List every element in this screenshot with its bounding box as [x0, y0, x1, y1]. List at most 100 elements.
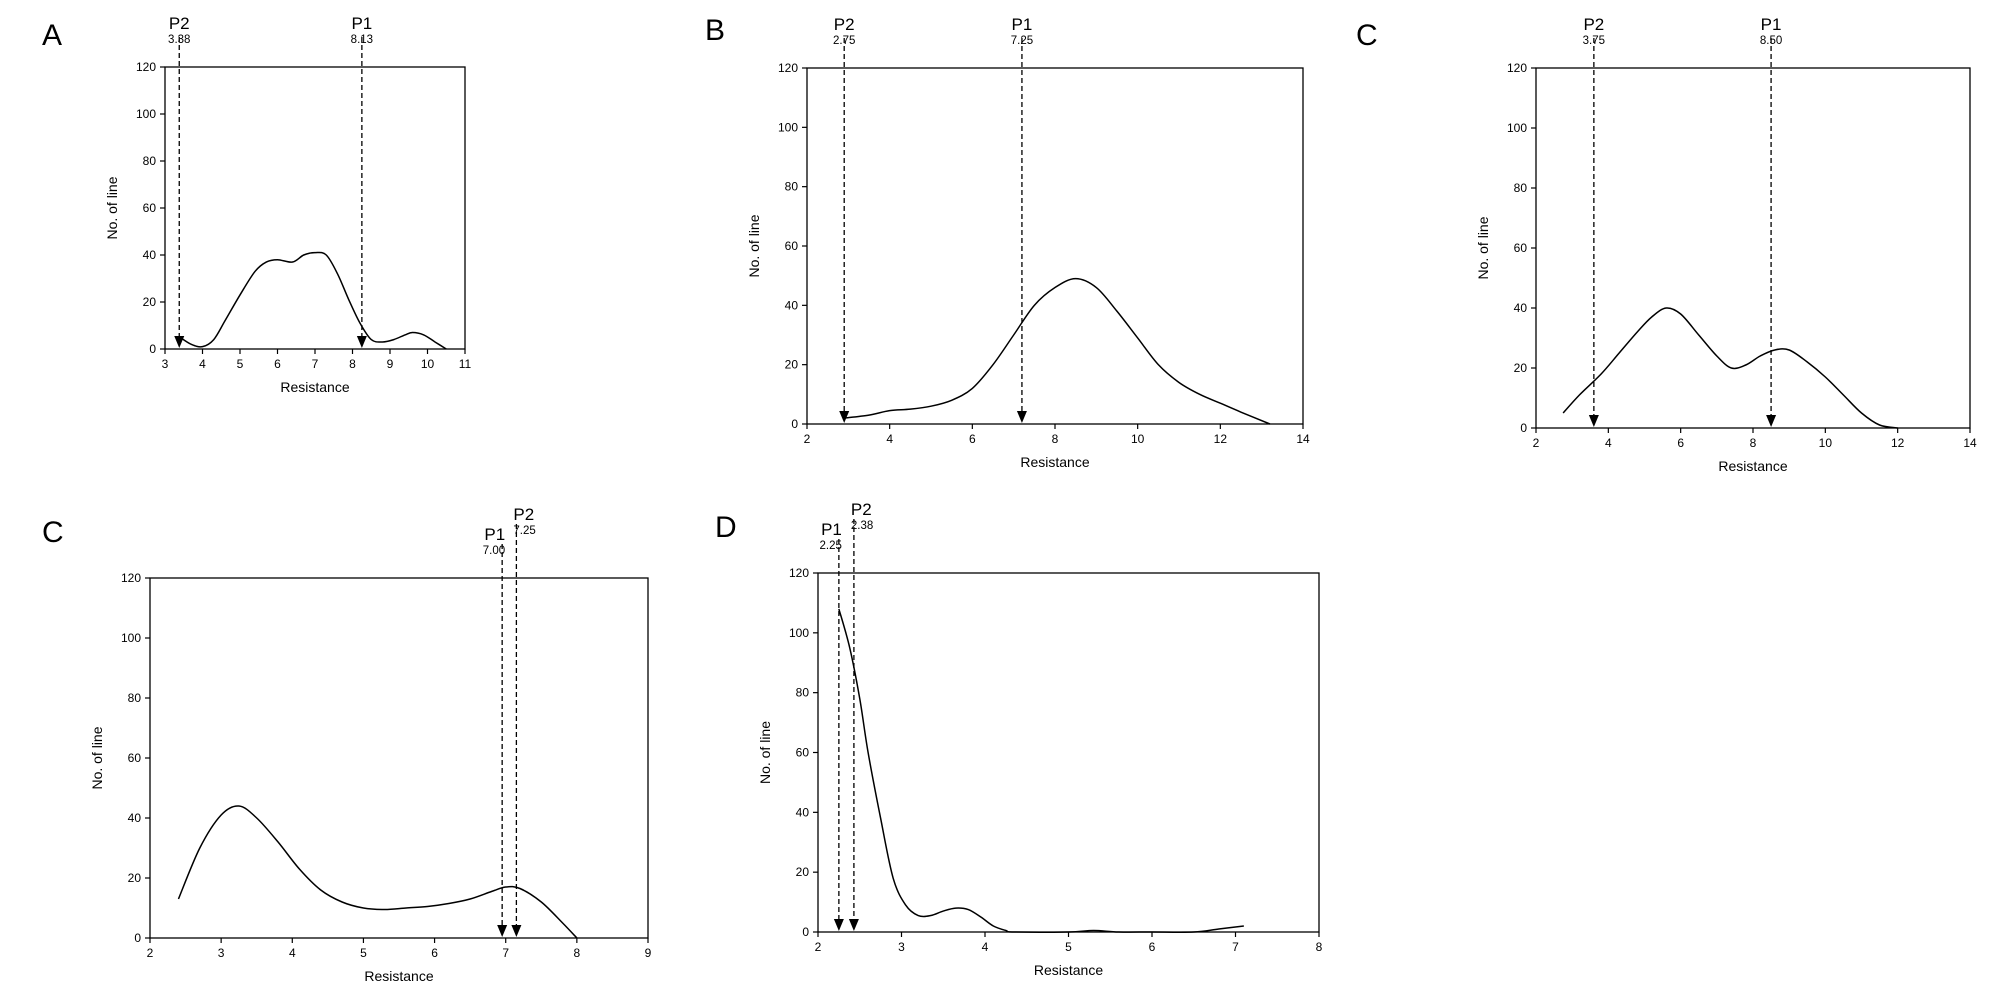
- x-tick-label: 8: [1316, 940, 1323, 954]
- plot-frame: [164, 66, 466, 350]
- marker-arrowhead: [1766, 415, 1777, 427]
- y-axis-title: No. of line: [1475, 216, 1491, 279]
- y-tick-label: 60: [785, 239, 799, 253]
- y-tick-label: 40: [796, 805, 810, 819]
- y-axis-title: No. of line: [757, 721, 773, 784]
- marker-arrowhead: [356, 336, 367, 348]
- x-tick-label: 7: [1232, 940, 1239, 954]
- y-tick-label: 60: [1514, 241, 1528, 255]
- x-tick-label: 8: [1052, 432, 1059, 446]
- marker-label: P2: [169, 14, 190, 33]
- marker-arrowhead: [1588, 415, 1599, 427]
- x-tick-label: 2: [804, 432, 811, 446]
- marker-arrowhead: [833, 919, 844, 931]
- series-curve: [1562, 307, 1898, 429]
- x-axis-title: Resistance: [1034, 962, 1103, 978]
- plot-frame: [806, 67, 1304, 425]
- series-curve: [177, 805, 578, 939]
- chart-panel: A 3 4 5 6 7 8 9 10 11 0 20 40 60 80 100 120 Resistance No.…: [42, 14, 472, 395]
- x-tick-label: 12: [1891, 436, 1905, 450]
- x-axis-title: Resistance: [280, 379, 349, 395]
- marker-value: 3.38: [168, 34, 190, 46]
- y-tick-label: 100: [789, 626, 809, 640]
- x-tick-label: 8: [1750, 436, 1757, 450]
- x-tick-label: 7: [502, 946, 509, 960]
- marker-value: 7.25: [1011, 35, 1033, 47]
- x-tick-label: 2: [147, 946, 154, 960]
- x-axis-title: Resistance: [364, 968, 433, 984]
- panel-label: A: [42, 19, 62, 52]
- marker-label: P1: [1761, 15, 1782, 34]
- y-tick-label: 100: [121, 631, 141, 645]
- y-tick-label: 0: [802, 925, 809, 939]
- x-tick-label: 3: [218, 946, 225, 960]
- x-tick-label: 9: [387, 357, 394, 371]
- x-tick-label: 3: [898, 940, 905, 954]
- x-tick-label: 6: [1149, 940, 1156, 954]
- y-tick-label: 0: [134, 931, 141, 945]
- y-tick-label: 80: [143, 154, 157, 168]
- panel-label: B: [705, 14, 725, 47]
- x-tick-label: 6: [431, 946, 438, 960]
- marker-value: 7.00: [483, 545, 505, 557]
- plot-frame: [149, 577, 649, 939]
- x-axis-title: Resistance: [1020, 454, 1089, 470]
- x-tick-label: 12: [1214, 432, 1228, 446]
- y-axis-title: No. of line: [104, 176, 120, 239]
- x-tick-label: 14: [1296, 432, 1310, 446]
- y-tick-label: 0: [791, 417, 798, 431]
- y-tick-label: 100: [1507, 121, 1527, 135]
- x-tick-label: 10: [1819, 436, 1833, 450]
- y-tick-label: 20: [785, 358, 799, 372]
- marker-label: P1: [1012, 15, 1033, 34]
- series-curve: [838, 608, 1244, 933]
- x-tick-label: 8: [349, 357, 356, 371]
- y-tick-label: 0: [1520, 421, 1527, 435]
- x-tick-label: 5: [1065, 940, 1072, 954]
- marker-label: P2: [834, 15, 855, 34]
- x-axis-title: Resistance: [1718, 458, 1787, 474]
- marker-label: P1: [821, 520, 842, 539]
- x-tick-label: 4: [199, 357, 206, 371]
- y-tick-label: 40: [143, 248, 157, 262]
- x-tick-label: 5: [237, 357, 244, 371]
- y-tick-label: 40: [785, 298, 799, 312]
- x-tick-label: 4: [982, 940, 989, 954]
- chart-panel: C 2 3 4 5 6 7 8 9 0 20 40 60 80 100 120 Resistance No. of…: [42, 505, 652, 984]
- marker-value: 2.38: [851, 520, 873, 532]
- marker-value: 8.13: [351, 34, 373, 46]
- marker-label: P2: [513, 505, 534, 524]
- marker-arrowhead: [497, 925, 508, 937]
- y-tick-label: 120: [778, 61, 798, 75]
- x-tick-label: 14: [1963, 436, 1977, 450]
- x-tick-label: 11: [459, 357, 472, 371]
- y-tick-label: 60: [796, 746, 810, 760]
- y-tick-label: 80: [785, 180, 799, 194]
- y-tick-label: 20: [128, 871, 142, 885]
- y-tick-label: 120: [121, 571, 141, 585]
- x-tick-label: 4: [289, 946, 296, 960]
- marker-value: 3.75: [1583, 35, 1605, 47]
- marker-arrowhead: [511, 925, 522, 937]
- marker-label: P2: [1583, 15, 1604, 34]
- y-tick-label: 40: [128, 811, 142, 825]
- marker-arrowhead: [174, 336, 185, 348]
- y-tick-label: 20: [1514, 361, 1528, 375]
- y-tick-label: 80: [128, 691, 142, 705]
- x-tick-label: 4: [1605, 436, 1612, 450]
- x-tick-label: 6: [969, 432, 976, 446]
- x-tick-label: 3: [162, 357, 169, 371]
- marker-label: P1: [351, 14, 372, 33]
- series-curve: [179, 251, 447, 350]
- x-tick-label: 2: [815, 940, 822, 954]
- y-tick-label: 80: [1514, 181, 1528, 195]
- y-tick-label: 40: [1514, 301, 1528, 315]
- x-tick-label: 10: [1131, 432, 1145, 446]
- y-tick-label: 120: [789, 566, 809, 580]
- panel-label: D: [715, 511, 737, 544]
- x-tick-label: 10: [421, 357, 435, 371]
- y-tick-label: 20: [796, 865, 810, 879]
- panel-label: C: [1356, 19, 1378, 52]
- marker-value: 8.50: [1760, 35, 1782, 47]
